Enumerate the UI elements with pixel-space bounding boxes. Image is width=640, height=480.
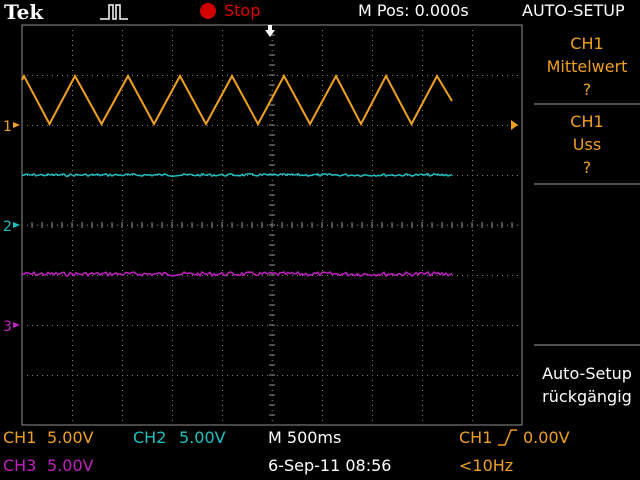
date-time-readout: 6-Sep-11 08:56 — [268, 456, 392, 475]
ch1-ground-marker: 1 — [3, 119, 12, 135]
side-menu-line: ? — [582, 158, 592, 177]
side-menu-line: Mittelwert — [546, 57, 628, 76]
ch2-scale: 5.00V — [179, 428, 226, 447]
ch3-marker-arrow-icon — [13, 322, 20, 328]
menu-title: AUTO-SETUP — [522, 1, 625, 20]
side-menu-line: CH1 — [570, 112, 604, 131]
ch2-marker-arrow-icon — [13, 222, 20, 228]
ch1-scale: 5.00V — [47, 428, 94, 447]
rising-edge-icon — [498, 429, 517, 446]
trigger-frequency: <10Hz — [459, 456, 514, 475]
ch3-ground-marker: 3 — [3, 319, 12, 335]
side-menu-line: Auto-Setup — [542, 364, 632, 383]
side-menu-undo-autosetup[interactable]: Auto-Setup rückgängig — [534, 362, 640, 408]
ch3-label: CH3 — [3, 456, 37, 475]
side-menu-ch1-pkpk[interactable]: CH1 Uss ? — [534, 110, 640, 179]
side-menu-line: CH1 — [570, 34, 604, 53]
trigger-source: CH1 — [459, 428, 493, 447]
trigger-level-icon — [511, 120, 518, 130]
ch2-waveform — [21, 172, 453, 178]
side-menu-ch1-mean[interactable]: CH1 Mittelwert ? — [534, 32, 640, 101]
ch3-scale: 5.00V — [47, 456, 94, 475]
side-menu-line: Uss — [572, 135, 602, 154]
trigger-level: 0.00V — [523, 428, 570, 447]
run-state-label: Stop — [224, 1, 261, 20]
ch3-waveform — [21, 270, 453, 278]
ch2-label: CH2 — [133, 428, 167, 447]
side-menu-line: ? — [582, 80, 592, 99]
ch1-marker-arrow-icon — [13, 122, 20, 128]
stop-indicator-icon — [200, 3, 216, 19]
ch1-waveform — [21, 73, 453, 127]
trigger-status-icon — [100, 4, 128, 20]
brand-logo: Tek — [4, 0, 44, 24]
horizontal-position-readout: M Pos: 0.000s — [358, 1, 469, 20]
side-menu-line: rückgängig — [542, 387, 632, 406]
trigger-position-icon — [265, 30, 275, 37]
graticule-center-ticks — [21, 24, 523, 426]
ch1-label: CH1 — [3, 428, 37, 447]
timebase-readout: M 500ms — [268, 428, 342, 447]
ch2-ground-marker: 2 — [3, 219, 12, 235]
